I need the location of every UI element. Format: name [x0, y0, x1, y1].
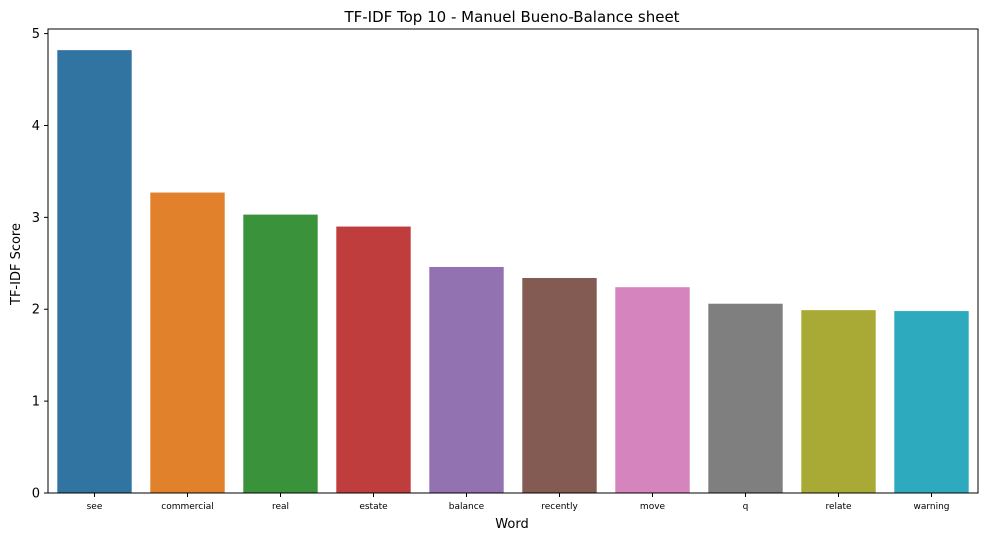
y-tick-label: 4	[32, 119, 40, 134]
x-tick-label: move	[640, 502, 666, 512]
x-tick-label: q	[743, 502, 749, 512]
bar-commercial	[150, 192, 225, 493]
x-axis-label: Word	[495, 517, 528, 532]
x-tick-label: real	[272, 502, 289, 512]
x-tick-label: see	[87, 502, 103, 512]
bar-estate	[336, 226, 411, 493]
bar-recently	[522, 277, 597, 493]
x-tick-label: commercial	[161, 502, 214, 512]
bar-move	[615, 287, 690, 493]
plot-area: 0 1 2 3 4 5 see commercial real estate balance rece…	[32, 27, 979, 512]
chart-title: TF-IDF Top 10 - Manuel Bueno-Balance she…	[343, 8, 679, 26]
bar-see	[57, 50, 132, 494]
x-tick-label: estate	[359, 502, 388, 512]
y-tick-label: 1	[32, 395, 40, 410]
y-axis-label: TF-IDF Score	[9, 223, 24, 306]
bar-relate	[801, 310, 876, 493]
y-tick-label: 3	[32, 211, 40, 226]
x-tick-label: relate	[825, 502, 852, 512]
bar-q	[708, 303, 783, 493]
y-tick-label: 0	[32, 487, 40, 502]
plot-frame	[47, 28, 979, 494]
x-tick-label: balance	[449, 502, 485, 512]
x-tick-label: recently	[541, 502, 578, 512]
y-tick-label: 2	[32, 303, 40, 318]
y-tick-label: 5	[32, 27, 40, 42]
bar-balance	[429, 266, 504, 493]
bar-warning	[894, 311, 969, 493]
x-tick-label: warning	[913, 502, 949, 512]
bar-real	[243, 214, 318, 493]
